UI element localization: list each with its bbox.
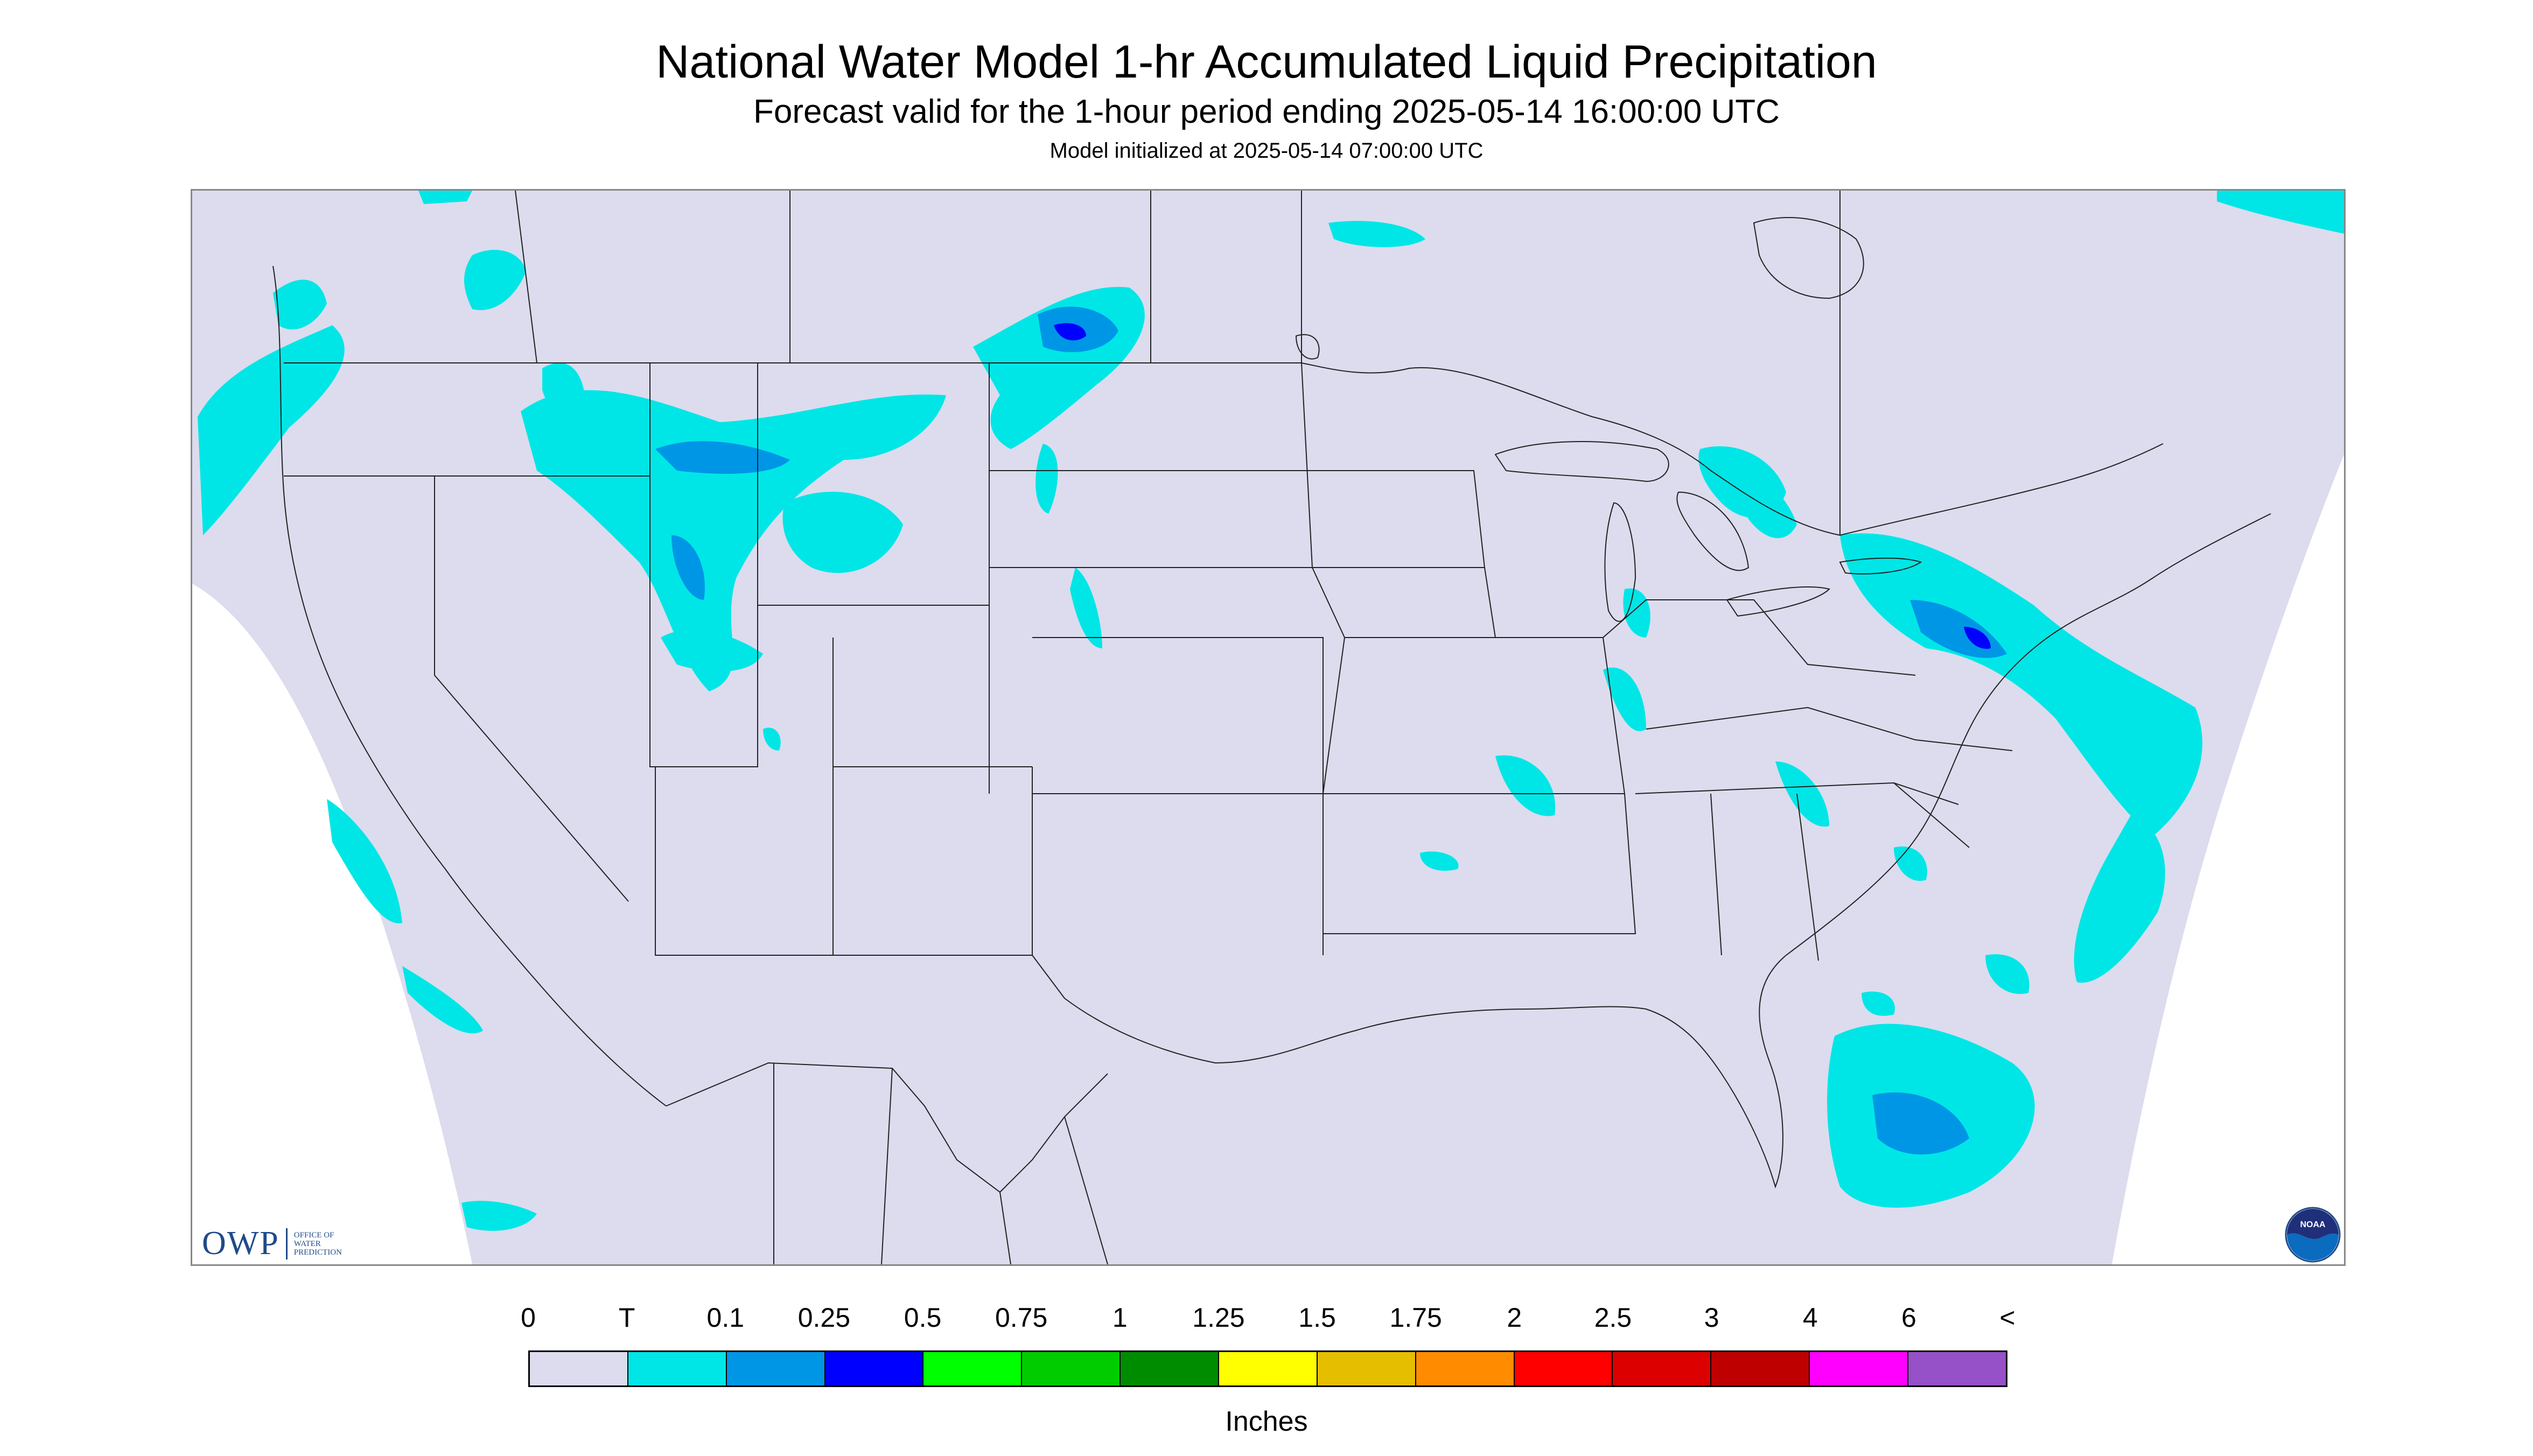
state-line-west-1 — [284, 363, 1032, 956]
precipitation-map: OWP OFFICE OF WATER PREDICTION NOAA — [191, 189, 2346, 1266]
legend-label-2: 0.1 — [706, 1303, 745, 1333]
lake-ontario — [1839, 557, 1922, 575]
state-line-central — [1301, 362, 1636, 934]
lake-winnipeg — [1295, 334, 1320, 360]
lake-huron — [1676, 491, 1750, 571]
precipitation-layer — [198, 191, 2344, 1231]
legend-label-7: 1.25 — [1192, 1303, 1245, 1333]
precip-area-pacific-south — [461, 1201, 537, 1231]
precip-area-gulf-stream — [1985, 954, 2030, 994]
legend-label-8: 1.5 — [1298, 1303, 1336, 1333]
precip-area-mississippi-valley — [1495, 755, 1556, 816]
precip-area-virginia — [1775, 761, 1829, 827]
legend-label-0: 0 — [521, 1303, 536, 1333]
canada-province-lines — [515, 191, 1841, 535]
owp-word-office: OFFICE OF — [293, 1230, 334, 1240]
precip-area-arizona — [763, 727, 781, 751]
precip-area-ca-offshore — [327, 799, 402, 923]
us-canada-border — [284, 362, 2164, 536]
legend-swatch-3 — [825, 1352, 924, 1385]
precip-area-ontario-north — [1328, 221, 1425, 247]
legend-swatch-12 — [1711, 1352, 1810, 1385]
legend-label-15: < — [1999, 1303, 2016, 1333]
owp-word-water: WATER — [293, 1239, 321, 1248]
precip-area-nebraska — [1070, 568, 1102, 648]
gulf-coastline — [1032, 955, 1787, 1189]
precip-area-nd-south — [1035, 444, 1058, 514]
legend-swatch-10 — [1514, 1352, 1613, 1385]
state-line-east — [1603, 599, 2013, 961]
legend-swatch-13 — [1810, 1352, 1909, 1385]
northern-coastline — [1753, 217, 1864, 299]
atlantic-coastline — [1786, 513, 2271, 956]
precip-area-indiana — [1603, 667, 1646, 731]
legend-swatch-8 — [1317, 1352, 1416, 1385]
legend-swatch-4 — [923, 1352, 1023, 1385]
precip-area-lower-michigan — [1623, 588, 1650, 638]
owp-logo-words: OFFICE OF WATER PREDICTION — [294, 1231, 342, 1257]
precip-area-northern-rockies — [521, 390, 946, 691]
precip-area-wa-coast — [273, 279, 327, 330]
us-mexico-border — [666, 1062, 1108, 1193]
model-init-line: Model initialized at 2025-05-14 07:00:00… — [1049, 139, 1484, 163]
legend-swatch-5 — [1022, 1352, 1121, 1385]
legend-label-5: 0.75 — [995, 1303, 1048, 1333]
legend-label-3: 0.25 — [797, 1303, 851, 1333]
political-boundaries — [272, 191, 2271, 1264]
legend-label-10: 2 — [1507, 1303, 1522, 1333]
noaa-logo-text: NOAA — [2300, 1220, 2326, 1229]
precip-area-nd-max — [1054, 323, 1086, 341]
pacific-coastline — [272, 265, 667, 1107]
chart-title: National Water Model 1-hr Accumulated Li… — [656, 36, 1877, 88]
precip-area-utah-colorado — [661, 629, 763, 672]
precip-area-idaho — [542, 362, 585, 414]
precip-area-arkansas — [1420, 851, 1459, 871]
legend-label-6: 1 — [1112, 1303, 1128, 1333]
legend-swatch-2 — [726, 1352, 825, 1385]
precip-area-bc-north — [418, 191, 472, 204]
legend-label-9: 1.75 — [1389, 1303, 1442, 1333]
legend-label-4: 0.5 — [904, 1303, 942, 1333]
legend-swatch-0 — [530, 1352, 628, 1385]
legend-swatch-6 — [1121, 1352, 1220, 1385]
legend-label-1: T — [618, 1303, 635, 1333]
mexico-state-lines — [773, 1063, 1108, 1264]
precip-area-wyoming — [782, 492, 903, 573]
legend-swatch-7 — [1219, 1352, 1318, 1385]
legend-label-13: 4 — [1802, 1303, 1818, 1333]
legend-swatch-1 — [628, 1352, 727, 1385]
owp-logo: OWP OFFICE OF WATER PREDICTION — [202, 1224, 342, 1263]
owp-logo-divider — [285, 1228, 288, 1259]
precip-area-new-jersey-max — [1964, 627, 1991, 649]
owp-word-prediction: PREDICTION — [293, 1248, 342, 1257]
map-canvas — [192, 191, 2344, 1264]
legend-label-11: 2.5 — [1594, 1303, 1632, 1333]
precip-area-atlantic-core — [1872, 1092, 1969, 1154]
precip-area-bahamas-north — [1862, 991, 1895, 1016]
legend-units-label: Inches — [1225, 1406, 1308, 1437]
precip-area-pacific-nw — [198, 325, 345, 535]
legend-swatch-11 — [1613, 1352, 1712, 1385]
lake-michigan — [1604, 502, 1636, 622]
precip-area-idaho-core — [671, 535, 705, 600]
noaa-logo-icon: NOAA — [2285, 1207, 2341, 1263]
precip-area-bc — [464, 250, 526, 310]
legend-tick-labels: 0 T 0.1 0.25 0.5 0.75 1 1.25 1.5 1.75 2 2.5 3 4 6 < — [0, 1302, 2533, 1340]
legend-label-14: 6 — [1901, 1303, 1916, 1333]
legend-swatch-9 — [1416, 1352, 1515, 1385]
forecast-valid-subtitle: Forecast valid for the 1-hour period end… — [753, 93, 1780, 130]
lake-superior — [1494, 441, 1669, 482]
legend-label-12: 3 — [1704, 1303, 1719, 1333]
precip-area-montana-core — [655, 441, 790, 474]
color-legend-bar — [528, 1350, 2007, 1387]
precip-area-quebec-north — [2217, 191, 2344, 234]
precip-area-atlantic-offshore — [2074, 815, 2165, 983]
lake-erie — [1726, 586, 1830, 617]
owp-logo-letters: OWP — [202, 1225, 279, 1262]
legend-swatch-14 — [1908, 1352, 2006, 1385]
precip-area-baja-offshore — [402, 966, 483, 1034]
